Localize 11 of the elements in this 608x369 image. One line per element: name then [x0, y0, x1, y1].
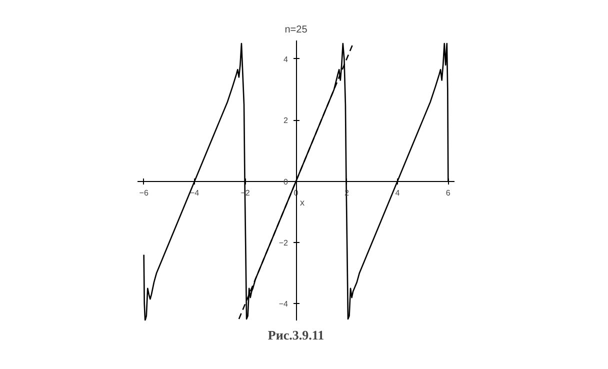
- text: Рис.3.9.11: [268, 328, 324, 342]
- y-tick-label: 4: [284, 54, 289, 64]
- y-tick-label: −4: [278, 300, 289, 309]
- x-tick-label: −4: [190, 188, 200, 198]
- y-tick-label: 2: [284, 116, 289, 126]
- y-tick-label: −2: [278, 238, 289, 248]
- chart-title: n=25: [284, 24, 308, 36]
- x-axis-title: x: [300, 197, 305, 208]
- x-tick-label: −6: [139, 188, 149, 198]
- x-tick-label: 6: [446, 188, 451, 198]
- x-tick-label: 4: [395, 188, 400, 198]
